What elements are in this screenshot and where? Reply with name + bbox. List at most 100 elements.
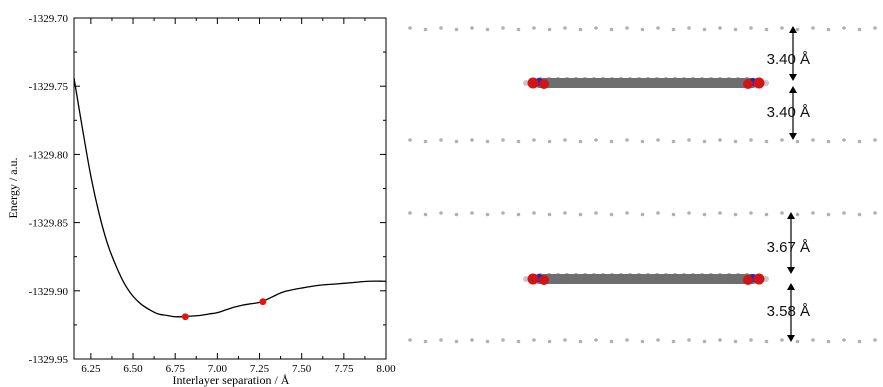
carbon-atom <box>688 77 698 87</box>
carbon-atom <box>562 273 572 283</box>
sheet-atom <box>578 212 583 217</box>
x-tick-marks <box>90 18 387 359</box>
sheet-atom <box>702 212 707 217</box>
sheet-atom <box>609 339 614 344</box>
carbon-atom <box>679 77 689 87</box>
sheet-atom <box>439 138 443 142</box>
hydrogen-atom <box>523 276 529 282</box>
points-layer <box>181 298 267 321</box>
sheet-atom <box>439 338 443 342</box>
sheet-atom <box>671 339 676 344</box>
sheet-atom <box>408 138 412 142</box>
carbon-atom <box>634 273 644 283</box>
distance-bottom-upper: 3.67 Å <box>767 239 810 256</box>
sheet-atom <box>625 211 629 215</box>
carbon-atom <box>652 273 662 283</box>
hydrogen-atom <box>763 80 769 86</box>
x-tick-label: 7.75 <box>334 363 354 375</box>
carbon-atom <box>589 77 599 87</box>
sheet-atom <box>687 138 691 142</box>
carbon-atom <box>625 273 635 283</box>
series-layer <box>73 77 387 318</box>
sheet-atom <box>873 138 877 142</box>
sheet-atom <box>423 212 428 217</box>
y-tick-labels: -1329.70 -1329.75 -1329.80 -1329.85 -1329.90… <box>29 13 69 366</box>
sheet-atom <box>516 339 521 344</box>
sheet-atom <box>563 26 567 30</box>
distance-bottom-lower: 3.58 Å <box>767 303 810 320</box>
sheet-atom <box>594 211 598 215</box>
carbon-atom <box>580 77 590 87</box>
sheet-atom <box>485 339 490 344</box>
distance-top-lower: 3.40 Å <box>767 104 810 121</box>
sheet-atom <box>594 138 598 142</box>
sheet-atom <box>501 211 505 215</box>
sheet-atom <box>857 139 862 144</box>
sheet-atom <box>470 138 474 142</box>
sheet-atom <box>764 339 769 344</box>
data-point <box>181 313 189 321</box>
sheet-atom <box>408 211 412 215</box>
y-tick-label: -1329.90 <box>29 286 69 298</box>
sheet-atom <box>625 26 629 30</box>
carbon-atom <box>652 77 662 87</box>
sheet-atom <box>671 212 676 217</box>
sheet-atom <box>826 339 831 344</box>
arrow-head-down <box>789 133 797 140</box>
sheet-atom <box>625 138 629 142</box>
distance-arrows <box>787 26 797 342</box>
sheet-atom <box>532 338 536 342</box>
carbon-atom <box>679 273 689 283</box>
oxygen-atom <box>539 79 549 89</box>
sheet-atom <box>547 339 552 344</box>
carbon-atom <box>616 77 626 87</box>
y-tick-label: -1329.80 <box>29 149 69 161</box>
sheet-atom <box>470 211 474 215</box>
sheet-atom <box>470 26 474 30</box>
sheet-atom <box>439 211 443 215</box>
x-tick-label: 6.50 <box>123 363 143 375</box>
carbon-atom <box>670 273 680 283</box>
sheet-atom <box>609 139 614 144</box>
x-tick-label: 7.00 <box>208 363 228 375</box>
sheet-atom <box>454 212 459 217</box>
sheet-atom <box>811 338 815 342</box>
sheet-atom <box>780 211 784 215</box>
sheet-atom <box>749 138 753 142</box>
sheet-atom <box>780 26 784 30</box>
sheet-atom <box>811 211 815 215</box>
oxygen-atom <box>527 273 539 285</box>
x-tick-label: 6.75 <box>166 363 186 375</box>
carbon-atom <box>733 77 743 87</box>
sheet-atom <box>749 211 753 215</box>
carbon-atom <box>706 77 716 87</box>
sheet-atom <box>501 138 505 142</box>
sheet-atom <box>563 138 567 142</box>
arrow-head-up <box>789 26 797 33</box>
sheet-atom <box>423 27 428 32</box>
x-axis-label: Interlayer separation / Å <box>173 373 290 387</box>
carbon-atom <box>697 273 707 283</box>
oxygen-atom <box>743 275 753 285</box>
sheet-atom <box>454 139 459 144</box>
sheet-atom <box>609 27 614 32</box>
arrow-head-up <box>787 212 795 219</box>
sheet-atom <box>501 26 505 30</box>
carbon-atom <box>553 273 563 283</box>
sheet-atom <box>563 338 567 342</box>
sheet-atom <box>454 27 459 32</box>
data-point <box>259 298 267 306</box>
carbon-atom <box>607 77 617 87</box>
molecular-structure-figure: 3.40 Å 3.40 Å 3.67 Å 3.58 Å <box>408 26 877 344</box>
sheet-atom <box>423 139 428 144</box>
sheet-atom <box>656 338 660 342</box>
carbon-atom <box>553 77 563 87</box>
carbon-atom <box>580 273 590 283</box>
sheet-atom <box>609 212 614 217</box>
sheet-atom <box>578 139 583 144</box>
sheet-atom <box>795 339 800 344</box>
sheet-atom <box>687 26 691 30</box>
sheet-atom <box>485 27 490 32</box>
sheet-atom <box>532 26 536 30</box>
molecule-bottom <box>523 273 769 285</box>
